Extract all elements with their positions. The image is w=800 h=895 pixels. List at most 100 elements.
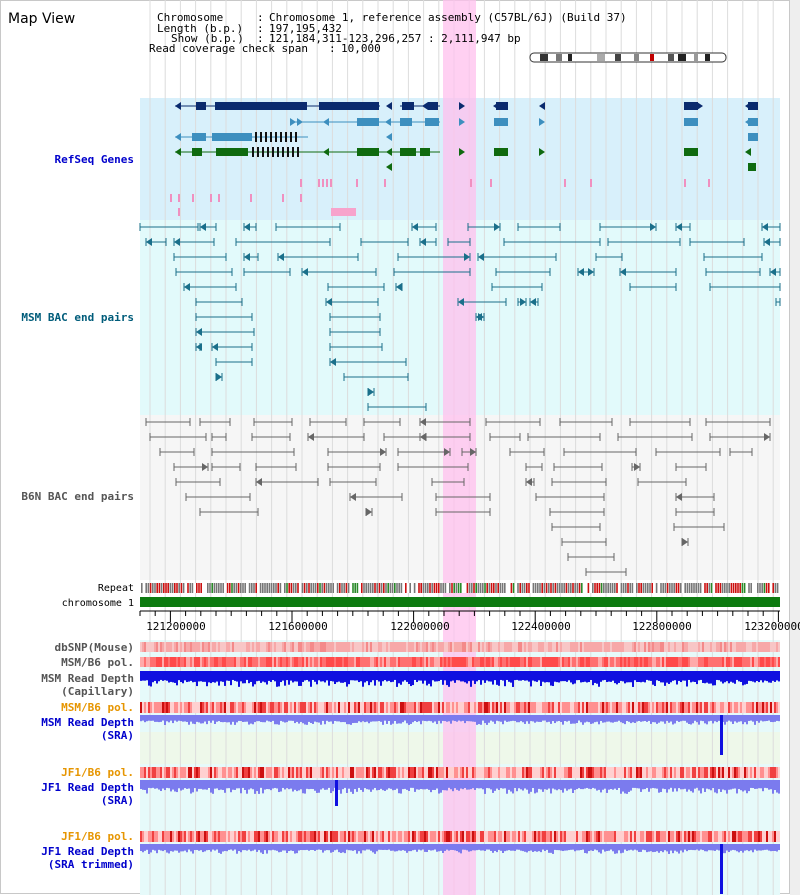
depth-bar bbox=[532, 715, 534, 722]
gene-exon bbox=[215, 102, 307, 110]
heat-cell bbox=[192, 831, 194, 842]
depth-bar bbox=[608, 844, 610, 851]
heat-cell bbox=[204, 767, 206, 778]
heat-cell bbox=[318, 702, 320, 713]
heat-cell bbox=[342, 657, 344, 667]
heat-cell bbox=[606, 702, 608, 713]
depth-bar bbox=[490, 780, 492, 790]
heat-cell bbox=[538, 767, 540, 778]
depth-bar bbox=[214, 671, 216, 683]
depth-bar bbox=[656, 780, 658, 789]
heat-cell bbox=[586, 767, 588, 778]
depth-bar bbox=[140, 780, 142, 790]
heat-cell bbox=[768, 657, 770, 667]
repeat-element bbox=[629, 583, 631, 593]
heat-cell bbox=[304, 657, 306, 667]
heat-cell bbox=[218, 767, 220, 778]
depth-bar bbox=[140, 844, 142, 852]
depth-bar bbox=[662, 844, 664, 853]
heat-cell bbox=[248, 831, 250, 842]
repeat-element bbox=[609, 583, 612, 593]
depth-bar bbox=[356, 844, 358, 854]
depth-bar bbox=[526, 671, 528, 681]
depth-bar bbox=[380, 715, 382, 722]
heat-cell bbox=[284, 767, 286, 778]
repeat-element bbox=[178, 583, 180, 593]
depth-bar bbox=[748, 844, 750, 852]
depth-bar bbox=[356, 671, 358, 681]
depth-bar bbox=[348, 844, 350, 851]
depth-bar bbox=[392, 671, 394, 682]
b6n-bac-track[interactable] bbox=[145, 418, 771, 576]
gene-strand-arrow bbox=[386, 148, 392, 156]
heat-cell bbox=[186, 767, 188, 778]
heat-cell bbox=[618, 702, 620, 713]
heat-tracks[interactable] bbox=[140, 642, 780, 842]
repeat-element bbox=[761, 583, 763, 593]
repeat-element bbox=[552, 583, 554, 593]
heat-cell bbox=[446, 657, 448, 667]
depth-bar bbox=[542, 715, 544, 721]
depth-bar bbox=[370, 844, 372, 851]
depth-bar bbox=[376, 671, 378, 681]
depth-bar bbox=[558, 844, 560, 851]
refseq-gene-track[interactable] bbox=[170, 102, 758, 216]
depth-bar bbox=[198, 844, 200, 851]
heat-cell bbox=[220, 642, 222, 652]
depth-bar bbox=[728, 715, 730, 721]
read-depth-tracks[interactable] bbox=[140, 671, 780, 894]
depth-bar bbox=[604, 671, 606, 680]
depth-bar bbox=[384, 844, 386, 850]
repeat-track[interactable] bbox=[140, 583, 780, 593]
heat-cell bbox=[178, 642, 180, 652]
chromosome-ideogram[interactable] bbox=[529, 52, 727, 63]
depth-bar bbox=[256, 671, 258, 682]
chromosome-bar[interactable] bbox=[140, 597, 780, 607]
depth-bar bbox=[166, 780, 168, 788]
highlight-region[interactable] bbox=[443, 0, 476, 895]
heat-cell bbox=[430, 767, 432, 778]
depth-bar bbox=[316, 671, 318, 685]
depth-bar bbox=[204, 671, 206, 682]
depth-bar bbox=[708, 715, 710, 722]
heat-cell bbox=[514, 831, 516, 842]
depth-bar bbox=[364, 671, 366, 683]
heat-cell bbox=[460, 657, 462, 667]
heat-cell bbox=[526, 702, 528, 713]
heat-cell bbox=[248, 642, 250, 652]
depth-bar bbox=[776, 844, 778, 852]
depth-bar bbox=[470, 844, 472, 852]
depth-bar bbox=[432, 780, 434, 790]
msm-bac-track[interactable] bbox=[139, 223, 781, 411]
heat-cell bbox=[660, 657, 662, 667]
heat-cell bbox=[466, 767, 468, 778]
depth-bar bbox=[206, 715, 208, 725]
heat-cell bbox=[646, 657, 648, 667]
depth-bar bbox=[158, 844, 160, 850]
heat-cell bbox=[310, 642, 312, 652]
msm-depth-sra-sublabel: (SRA) bbox=[101, 729, 134, 742]
heat-cell bbox=[548, 642, 550, 652]
heat-cell bbox=[510, 657, 512, 667]
heat-cell bbox=[370, 657, 372, 667]
ideogram-band bbox=[705, 54, 710, 61]
gene-strand-arrow bbox=[175, 133, 181, 141]
depth-bar bbox=[480, 780, 482, 789]
depth-bar bbox=[214, 844, 216, 851]
depth-bar bbox=[620, 715, 622, 723]
depth-bar bbox=[692, 671, 694, 682]
heat-cell bbox=[142, 642, 144, 652]
heat-cell bbox=[718, 657, 720, 667]
heat-cell bbox=[646, 767, 648, 778]
depth-bar bbox=[562, 844, 564, 852]
heat-cell bbox=[304, 702, 306, 713]
depth-bar bbox=[768, 671, 770, 683]
heat-cell bbox=[330, 642, 332, 652]
depth-bar bbox=[532, 844, 534, 852]
depth-bar bbox=[440, 844, 442, 851]
heat-cell bbox=[564, 642, 566, 652]
heat-cell bbox=[374, 657, 376, 667]
heat-cell bbox=[292, 831, 294, 842]
depth-bar bbox=[312, 844, 314, 851]
